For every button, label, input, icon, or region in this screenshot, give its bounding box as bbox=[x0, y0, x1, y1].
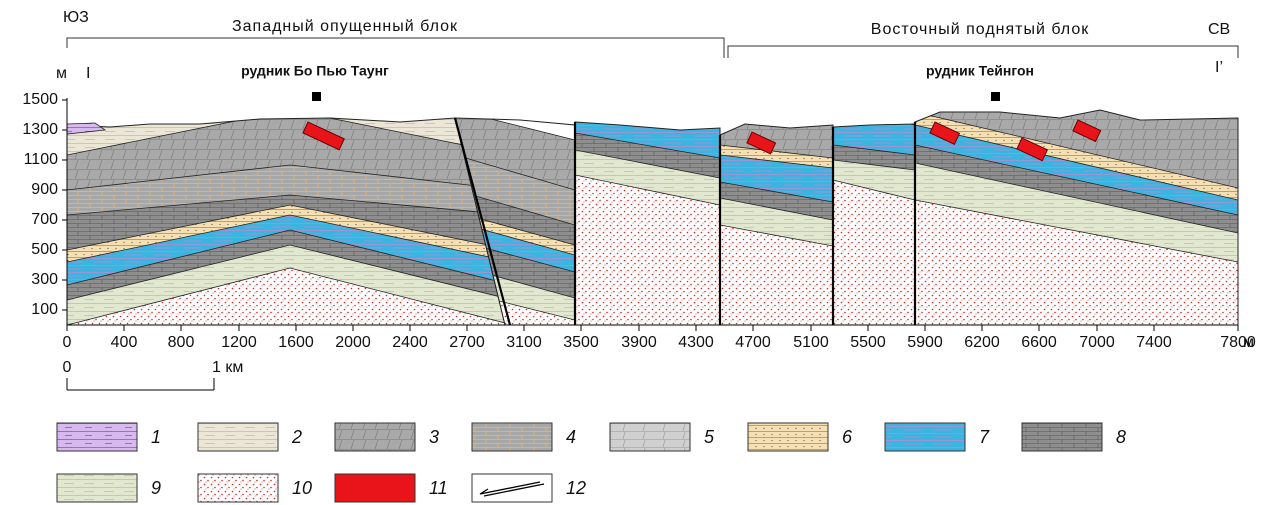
y-tick-label: 900 bbox=[31, 181, 58, 198]
y-tick-label: 1300 bbox=[22, 121, 58, 138]
corner-left: ЮЗ bbox=[63, 9, 89, 26]
x-tick-label: 7000 bbox=[1079, 334, 1115, 351]
legend-label: 7 bbox=[979, 427, 990, 447]
legend-swatch bbox=[198, 423, 278, 451]
x-tick-label: 0 bbox=[63, 334, 72, 351]
legend-swatch bbox=[748, 423, 828, 451]
block-label: Восточный поднятый блок bbox=[871, 21, 1089, 38]
legend-label: 9 bbox=[151, 478, 161, 498]
x-tick-label: 7400 bbox=[1136, 334, 1172, 351]
scale-label: 1 км bbox=[212, 359, 243, 376]
fault-block bbox=[575, 110, 720, 340]
x-tick-label: 5500 bbox=[850, 334, 886, 351]
mine-marker bbox=[312, 92, 321, 101]
legend-swatch bbox=[57, 474, 137, 502]
fault-block bbox=[67, 90, 520, 340]
x-tick-label: 5900 bbox=[907, 334, 943, 351]
y-axis-unit: м bbox=[56, 65, 67, 82]
x-tick-label: 6200 bbox=[964, 334, 1000, 351]
legend-swatch bbox=[610, 423, 690, 451]
mine-label: рудник Тейнгон bbox=[926, 63, 1034, 79]
legend-label: 6 bbox=[842, 427, 853, 447]
scale-label: 0 bbox=[63, 359, 72, 376]
x-tick-label: 5100 bbox=[793, 334, 829, 351]
legend-label: 12 bbox=[566, 478, 586, 498]
legend-label: 4 bbox=[566, 427, 576, 447]
x-tick-label: 2400 bbox=[392, 334, 428, 351]
x-tick-label: 4700 bbox=[735, 334, 771, 351]
legend-swatch bbox=[1022, 423, 1102, 451]
legend-label: 2 bbox=[291, 427, 302, 447]
legend-label: 3 bbox=[429, 427, 439, 447]
legend-label: 1 bbox=[151, 427, 161, 447]
legend-swatch bbox=[885, 423, 965, 451]
y-tick-label: 700 bbox=[31, 211, 58, 228]
legend-label: 10 bbox=[292, 478, 312, 498]
x-tick-label: 1600 bbox=[278, 334, 314, 351]
layer bbox=[833, 180, 915, 340]
fault-block bbox=[915, 100, 1238, 340]
section-end: I’ bbox=[1215, 59, 1223, 76]
legend-swatch bbox=[472, 423, 552, 451]
x-tick-label: 3100 bbox=[506, 334, 542, 351]
block-label: Западный опущенный блок bbox=[232, 18, 458, 35]
legend-swatch bbox=[335, 423, 415, 451]
block-bracket bbox=[67, 38, 1238, 58]
x-tick-label: 7800 bbox=[1220, 334, 1256, 351]
x-tick-label: 3500 bbox=[563, 334, 599, 351]
y-tick-label: 500 bbox=[31, 241, 58, 258]
fault-block bbox=[720, 120, 833, 340]
legend-label: 8 bbox=[1116, 427, 1126, 447]
corner-right: СВ bbox=[1208, 21, 1230, 38]
geology bbox=[67, 90, 1238, 340]
legend-swatch bbox=[198, 474, 278, 502]
cross-section: ЮЗ СВ Западный опущенный блок Восточный … bbox=[0, 0, 1282, 505]
x-tick-label: 4300 bbox=[678, 334, 714, 351]
x-tick-label: 6600 bbox=[1021, 334, 1057, 351]
y-tick-label: 300 bbox=[31, 271, 58, 288]
fault-block bbox=[833, 110, 915, 340]
mine-marker bbox=[991, 92, 1000, 101]
mine-label: рудник Бо Пью Таунг bbox=[241, 63, 389, 79]
legend-label: 5 bbox=[704, 427, 715, 447]
y-tick-label: 1100 bbox=[24, 151, 59, 168]
x-tick-label: 800 bbox=[168, 334, 195, 351]
section-end: I bbox=[86, 65, 90, 82]
legend-swatch bbox=[57, 423, 137, 451]
legend-swatch bbox=[335, 474, 415, 502]
y-tick-label: 100 bbox=[31, 301, 58, 318]
x-tick-label: 1200 bbox=[221, 334, 257, 351]
x-tick-label: 3900 bbox=[621, 334, 657, 351]
x-tick-label: 2700 bbox=[449, 334, 485, 351]
legend-label: 11 bbox=[429, 478, 448, 498]
y-tick-label: 1500 bbox=[22, 91, 58, 108]
x-tick-label: 2000 bbox=[335, 334, 371, 351]
x-tick-label: 400 bbox=[111, 334, 138, 351]
